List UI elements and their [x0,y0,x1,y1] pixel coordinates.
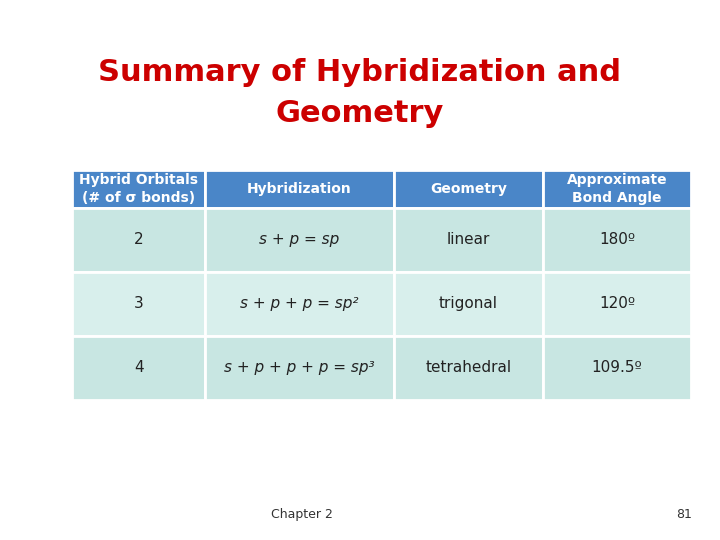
Text: 180º: 180º [599,232,635,247]
Bar [205,208,394,272]
Text: Hybrid Orbitals
(# of σ bonds): Hybrid Orbitals (# of σ bonds) [79,173,198,205]
Text: 81: 81 [676,508,692,521]
Bar [72,170,205,208]
Bar [205,336,394,400]
Text: 120º: 120º [599,296,635,311]
Text: s + p + p + p = sp³: s + p + p + p = sp³ [224,360,375,375]
Bar [205,272,394,336]
Bar [394,170,543,208]
Text: s + p + p = sp²: s + p + p = sp² [240,296,359,311]
Bar [543,170,691,208]
Text: Geometry: Geometry [276,99,444,128]
Text: linear: linear [446,232,490,247]
Text: s + p = sp: s + p = sp [259,232,340,247]
Bar [394,336,543,400]
Text: 3: 3 [134,296,143,311]
Text: Geometry: Geometry [430,182,507,196]
Text: 4: 4 [134,360,143,375]
Text: 2: 2 [134,232,143,247]
Bar [543,336,691,400]
Bar [72,272,205,336]
Bar [205,170,394,208]
Text: Chapter 2: Chapter 2 [271,508,333,521]
Text: trigonal: trigonal [438,296,498,311]
Text: Summary of Hybridization and: Summary of Hybridization and [99,58,621,87]
Bar [72,208,205,272]
Bar [72,336,205,400]
Bar [543,272,691,336]
Text: 109.5º: 109.5º [592,360,642,375]
Text: Hybridization: Hybridization [247,182,352,196]
Bar [394,208,543,272]
Bar [394,272,543,336]
Text: tetrahedral: tetrahedral [426,360,511,375]
Text: Approximate
Bond Angle: Approximate Bond Angle [567,173,667,205]
Bar [543,208,691,272]
